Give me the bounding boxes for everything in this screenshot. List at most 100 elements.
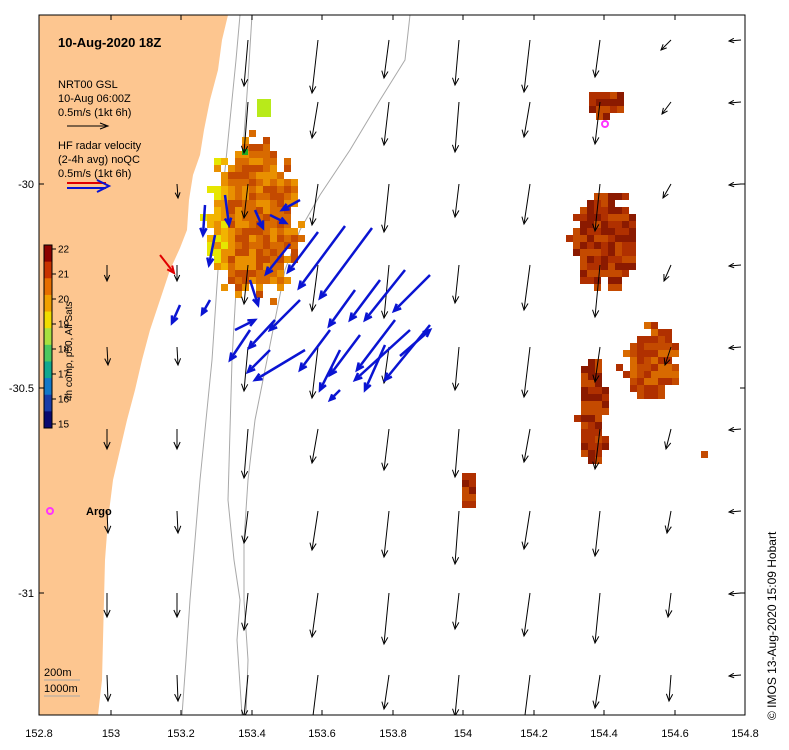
sst-pixel — [580, 263, 587, 270]
model-arrow — [727, 99, 742, 106]
model-arrow — [452, 346, 460, 392]
sst-pixel — [630, 364, 637, 371]
sst-pixel — [228, 165, 235, 172]
sst-pixel — [270, 179, 277, 186]
sst-pixel — [291, 179, 298, 186]
sst-pixel — [263, 179, 270, 186]
model-arrow — [521, 101, 531, 139]
sst-pixel — [615, 228, 622, 235]
sst-pixel — [263, 186, 270, 193]
sst-pixel — [235, 235, 242, 242]
sst-pixel — [228, 214, 235, 221]
model-arrow — [727, 181, 742, 188]
sst-pixel — [284, 235, 291, 242]
sst-pixel — [291, 235, 298, 242]
radar-arrow — [170, 304, 182, 326]
sst-pixel — [207, 186, 214, 193]
radar-arrow-red — [159, 254, 176, 275]
sst-pixel — [242, 207, 249, 214]
sst-pixel — [588, 387, 595, 394]
sst-pixel — [594, 256, 601, 263]
sst-pixel — [595, 401, 602, 408]
sst-pixel — [228, 270, 235, 277]
sst-pixel — [249, 179, 256, 186]
sst-pixel — [594, 242, 601, 249]
colorbar-tick-label: 20 — [58, 295, 70, 306]
model-arrow — [381, 428, 390, 472]
radar-arrow — [348, 279, 381, 323]
sst-pixel — [242, 242, 249, 249]
argo-label: Argo — [86, 506, 112, 518]
sst-pixel — [629, 228, 636, 235]
sst-pixel — [214, 200, 221, 207]
sst-pixel — [651, 322, 658, 329]
sst-pixel — [277, 228, 284, 235]
sst-pixel — [462, 480, 469, 487]
sst-pixel — [588, 436, 595, 443]
sst-pixel — [221, 263, 228, 270]
sst-pixel — [249, 256, 256, 263]
sst-pixel — [602, 436, 609, 443]
x-tick-label: 153 — [102, 728, 120, 740]
sst-pixel — [594, 270, 601, 277]
model-arrow — [241, 183, 249, 220]
sst-pixel — [658, 343, 665, 350]
model-arrow — [662, 183, 672, 200]
sst-pixel — [242, 256, 249, 263]
sst-pixel — [608, 270, 615, 277]
sst-pixel — [637, 357, 644, 364]
sst-pixel — [207, 242, 214, 249]
colorbar-tick-label: 21 — [58, 270, 70, 281]
model-arrow — [240, 428, 249, 480]
sst-pixel — [603, 113, 610, 120]
sst-pixel — [644, 336, 651, 343]
radar-arrow — [298, 329, 331, 373]
sst-pixel — [291, 228, 298, 235]
sst-pixel — [256, 291, 263, 298]
sst-pixel — [221, 200, 228, 207]
sst-pixel — [616, 364, 623, 371]
sst-pixel — [595, 450, 602, 457]
isobath-label-200m: 200m — [44, 667, 72, 679]
colorbar-label: 4h comp, p50, All Sats — [64, 301, 75, 401]
sst-pixel — [277, 242, 284, 249]
model-arrow — [241, 674, 249, 715]
sst-pixel — [277, 235, 284, 242]
sst-pixel — [249, 270, 256, 277]
sst-pixel — [651, 392, 658, 399]
sst-pixel — [235, 158, 242, 165]
sst-pixel — [580, 214, 587, 221]
sst-pixel — [588, 359, 595, 366]
model-arrow — [173, 429, 181, 451]
radar-arrow — [318, 349, 342, 393]
sst-pixel — [270, 186, 277, 193]
sst-pixel — [263, 221, 270, 228]
sst-pixel — [644, 378, 651, 385]
sst-pixel — [228, 172, 235, 179]
sst-pixel — [207, 221, 214, 228]
sst-pixel — [587, 221, 594, 228]
sst-pixel — [658, 357, 665, 364]
sst-pixel — [615, 277, 622, 284]
imos-credit: © IMOS 13-Aug-2020 15:09 Hobart — [765, 531, 779, 720]
radar-arrow — [327, 289, 357, 329]
model-legend-line1: NRT00 GSL — [58, 79, 118, 91]
sst-pixel — [256, 200, 263, 207]
sst-pixel — [221, 249, 228, 256]
sst-pixel — [256, 193, 263, 200]
sst-pixel — [601, 207, 608, 214]
sst-pixel — [277, 249, 284, 256]
sst-pixel — [573, 228, 580, 235]
sst-pixel — [629, 249, 636, 256]
sst-pixel — [651, 364, 658, 371]
sst-pixel — [601, 256, 608, 263]
sst-pixel — [602, 408, 609, 415]
sst-pixel — [214, 242, 221, 249]
sst-pixel — [615, 235, 622, 242]
sst-pixel — [617, 106, 624, 113]
sst-pixel — [588, 401, 595, 408]
sst-pixel — [270, 249, 277, 256]
sst-pixel — [242, 277, 249, 284]
sst-pixel — [469, 473, 476, 480]
